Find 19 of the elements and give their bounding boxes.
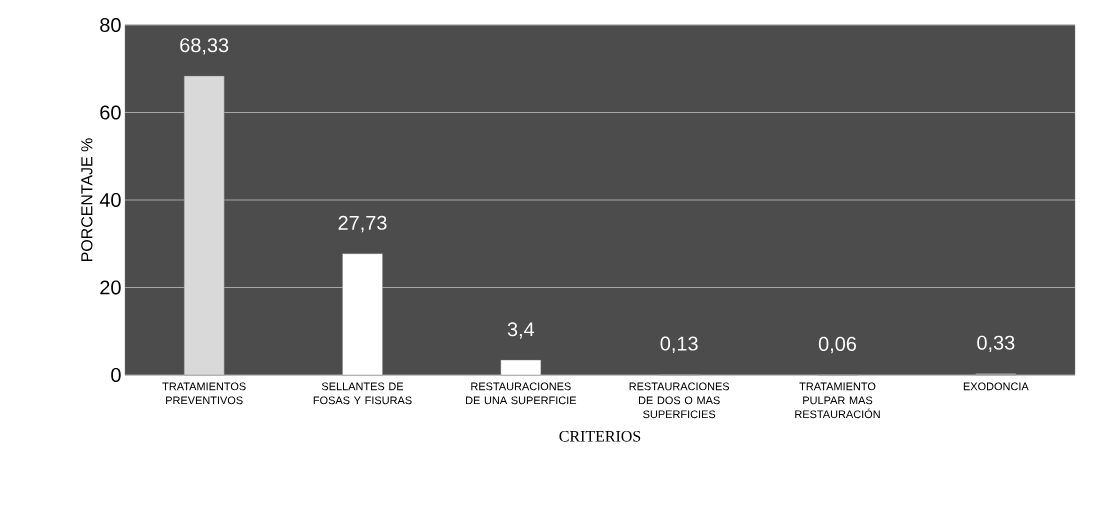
x-tick-label: SELLANTES DE FOSAS Y FISURAS [313,382,412,405]
y-tick-label: 80 [100,17,121,33]
y-axis-title: PORCENTAJE % [81,138,93,261]
y-tick-label: 0 [111,367,121,383]
y-tick-label: 40 [99,192,121,208]
x-tick-label: EXODONCIA [963,382,1029,391]
data-label: 0,33 [977,335,1015,353]
data-label: 27,73 [338,215,387,233]
x-tick-label: TRATAMIENTOS PREVENTIVOS [162,382,246,405]
data-label: 3,4 [507,322,535,339]
y-tick-label: 20 [100,280,121,295]
data-label: 0,06 [818,336,857,354]
x-tick-label: TRATAMIENTO PULPAR MAS RESTAURACIÓN [795,382,880,419]
y-tick-label: 60 [100,105,121,120]
x-axis-title: CRITERIOS [559,430,641,442]
x-tick-label: RESTAURACIONES DE DOS O MAS SUPERFICIES [629,382,730,419]
x-tick-label: RESTAURACIONES DE UNA SUPERFICIE [466,382,577,405]
data-label: 0,13 [660,336,698,353]
data-label: 68,33 [180,38,229,55]
